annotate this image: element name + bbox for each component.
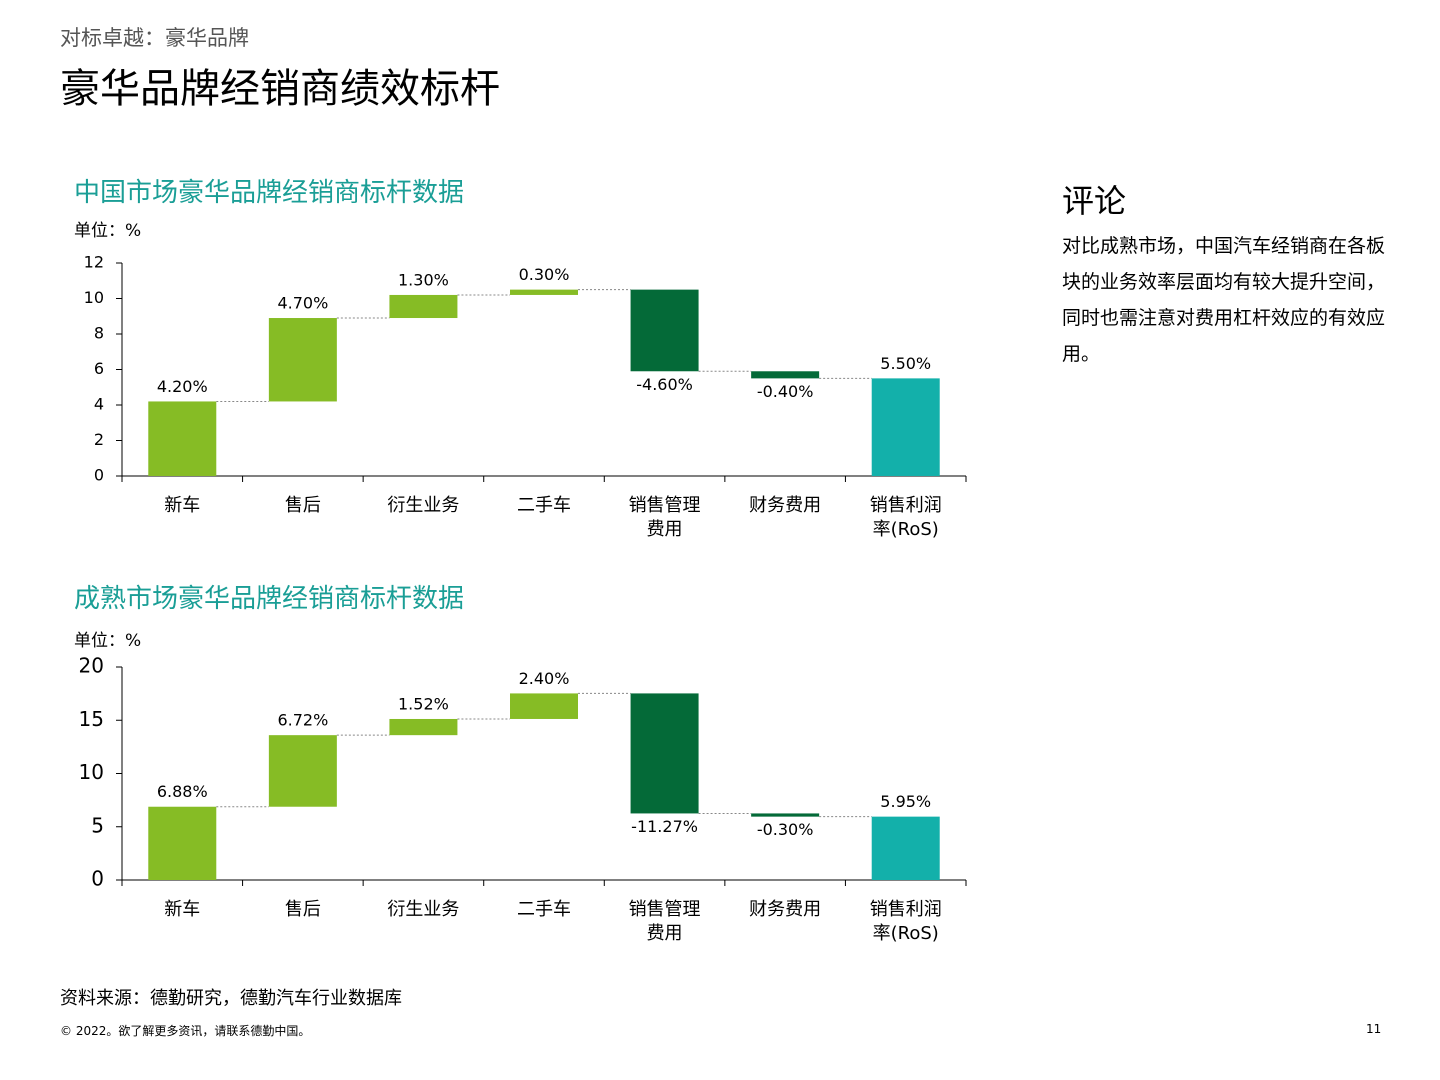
x-tick-label: 财务费用 <box>749 899 822 920</box>
bar <box>389 718 458 736</box>
x-tick-label: 衍生业务 <box>387 495 460 516</box>
commentary-body: 对比成熟市场，中国汽车经销商在各板块的业务效率层面均有较大提升空间，同时也需注意… <box>1062 235 1386 365</box>
unit-label: 单位：% <box>74 631 142 651</box>
value-label: -11.27% <box>631 817 698 836</box>
bar <box>630 289 699 372</box>
x-tick-label: 二手车 <box>517 899 571 920</box>
x-tick-label: 销售利润率(RoS) <box>869 899 942 944</box>
source: 资料来源：德勤研究，德勤汽车行业数据库 <box>60 988 402 1009</box>
x-tick-label: 销售管理费用 <box>628 495 701 540</box>
y-tick-label: 4 <box>94 395 104 414</box>
x-tick-label: 售后 <box>284 495 321 516</box>
value-label: -0.40% <box>757 382 814 401</box>
commentary-title: 评论 <box>1062 182 1127 220</box>
page-title: 豪华品牌经销商绩效标杆 <box>60 66 500 112</box>
x-tick-label: 财务费用 <box>749 495 822 516</box>
page-number: 11 <box>1366 1022 1382 1036</box>
bar <box>751 813 820 817</box>
value-label: 1.30% <box>398 270 449 289</box>
value-label: 4.70% <box>277 294 328 313</box>
unit-label: 单位：% <box>74 221 142 241</box>
chart-title: 成熟市场豪华品牌经销商标杆数据 <box>74 584 465 614</box>
bar <box>389 294 458 319</box>
bar <box>510 693 578 719</box>
bar <box>871 378 940 476</box>
y-tick-label: 0 <box>91 867 104 891</box>
y-tick-label: 8 <box>94 324 104 343</box>
bar <box>148 401 217 476</box>
copyright: © 2022。欲了解更多资讯，请联系德勤中国。 <box>60 1024 311 1038</box>
y-tick-label: 12 <box>84 253 104 272</box>
kicker: 对标卓越：豪华品牌 <box>60 26 249 50</box>
bar <box>268 318 337 402</box>
bar <box>751 371 820 379</box>
value-label: 6.88% <box>157 782 208 801</box>
value-label: 6.72% <box>277 711 328 730</box>
bar <box>871 816 940 880</box>
x-tick-label: 销售管理费用 <box>628 899 701 944</box>
x-tick-label: 新车 <box>164 495 201 516</box>
value-label: -0.30% <box>757 820 814 839</box>
bar <box>510 289 578 295</box>
x-tick-label: 衍生业务 <box>387 899 460 920</box>
bar <box>148 806 217 880</box>
value-label: 1.52% <box>398 694 449 713</box>
y-tick-label: 0 <box>94 466 104 485</box>
bar <box>630 693 699 814</box>
y-tick-label: 20 <box>79 654 104 678</box>
x-tick-label: 新车 <box>164 899 201 920</box>
x-tick-label: 销售利润率(RoS) <box>869 495 942 540</box>
value-label: 5.50% <box>880 354 931 373</box>
value-label: 2.40% <box>519 669 570 688</box>
y-tick-label: 2 <box>94 430 104 449</box>
y-tick-label: 6 <box>94 359 104 378</box>
y-tick-label: 10 <box>79 760 104 784</box>
bar <box>268 735 337 807</box>
value-label: 0.30% <box>519 265 570 284</box>
x-tick-label: 二手车 <box>517 495 571 516</box>
value-label: 4.20% <box>157 377 208 396</box>
y-tick-label: 10 <box>84 288 104 307</box>
x-tick-label: 售后 <box>284 899 321 920</box>
value-label: -4.60% <box>636 375 693 394</box>
value-label: 5.95% <box>880 792 931 811</box>
chart-title: 中国市场豪华品牌经销商标杆数据 <box>74 178 465 208</box>
y-tick-label: 15 <box>79 707 104 731</box>
y-tick-label: 5 <box>91 813 104 837</box>
